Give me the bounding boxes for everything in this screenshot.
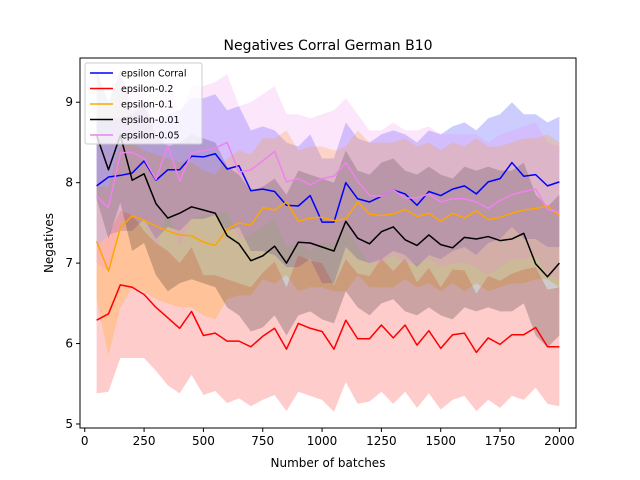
y-tick-label: 7 xyxy=(65,256,73,270)
x-tick-label: 1250 xyxy=(366,434,397,448)
chart-title: Negatives Corral German B10 xyxy=(223,38,432,54)
x-tick-label: 250 xyxy=(133,434,156,448)
y-tick-label: 8 xyxy=(65,176,73,190)
series-line-1 xyxy=(96,152,560,223)
series-line-2 xyxy=(96,284,560,354)
legend-items: epsilon Corral epsilon-0.2 epsilon-0.1 epsi… xyxy=(90,69,187,142)
plot-frame xyxy=(79,57,577,429)
x-tick-label: 1750 xyxy=(485,434,516,448)
legend-box xyxy=(84,62,203,145)
x-tick-label: 1000 xyxy=(307,434,338,448)
x-axis-label: Number of batches xyxy=(271,456,386,470)
x-tick-label: 0 xyxy=(81,434,89,448)
y-axis-ticks: 5 6 7 8 9 xyxy=(65,95,80,431)
legend-label-5: epsilon-0.05 xyxy=(121,131,180,142)
legend-label-2: epsilon-0.2 xyxy=(121,84,173,95)
x-tick-label: 1500 xyxy=(425,434,456,448)
series-lines xyxy=(95,134,560,354)
confidence-band-1 xyxy=(96,94,560,284)
x-tick-label: 500 xyxy=(192,434,215,448)
legend-label-4: epsilon-0.01 xyxy=(121,115,180,126)
confidence-band-5 xyxy=(96,74,560,280)
series-line-4 xyxy=(95,134,560,278)
series-line-5 xyxy=(96,141,560,214)
series-line-3 xyxy=(95,201,560,272)
legend-label-3: epsilon-0.1 xyxy=(121,100,173,111)
y-tick-label: 6 xyxy=(65,337,73,351)
legend-label-1: epsilon Corral xyxy=(121,69,187,80)
y-tick-label: 5 xyxy=(65,417,73,431)
x-tick-label: 2000 xyxy=(544,434,575,448)
confidence-band-4 xyxy=(96,70,560,348)
confidence-band-2 xyxy=(96,210,560,412)
confidence-band-3 xyxy=(96,130,560,356)
y-axis-label: Negatives xyxy=(42,213,56,273)
confidence-bands xyxy=(96,70,560,412)
x-axis-ticks: 0 250 500 750 1000 1250 1500 1750 2000 xyxy=(81,428,575,448)
y-tick-label: 9 xyxy=(65,95,73,109)
x-tick-label: 750 xyxy=(251,434,274,448)
legend: epsilon Corral epsilon-0.2 epsilon-0.1 epsi… xyxy=(84,62,203,145)
